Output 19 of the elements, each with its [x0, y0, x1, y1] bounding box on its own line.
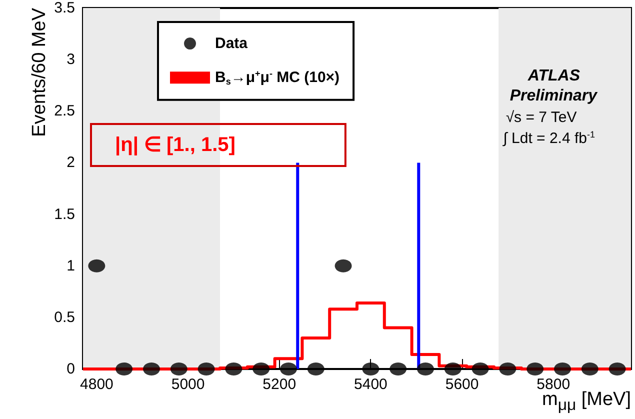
annotation: √s = 7 TeV — [506, 109, 577, 126]
x-tick-label: 5400 — [354, 376, 388, 393]
x-tick-label: 4800 — [80, 376, 114, 393]
x-tick-label: 5600 — [445, 376, 479, 393]
annotation: Preliminary — [510, 88, 598, 104]
y-tick-label: 2 — [66, 154, 75, 172]
y-axis-title: Events/60 MeV — [29, 8, 50, 137]
y-tick-label: 0.5 — [54, 308, 75, 326]
x-tick-label: 5000 — [171, 376, 205, 393]
y-tick-label: 3 — [66, 51, 75, 68]
x-tick-label: 5200 — [262, 376, 296, 393]
annotation: ATLAS — [526, 68, 580, 84]
y-tick-label: 2.5 — [54, 102, 75, 120]
y-tick-label: 1 — [66, 257, 75, 274]
y-tick-label: 3.5 — [54, 0, 75, 16]
y-tick-label: 0 — [66, 360, 75, 378]
legend-label: Data — [215, 35, 248, 52]
y-tick-label: 1.5 — [54, 206, 75, 223]
annotation: |η| ∈ [1., 1.5] — [115, 134, 236, 156]
